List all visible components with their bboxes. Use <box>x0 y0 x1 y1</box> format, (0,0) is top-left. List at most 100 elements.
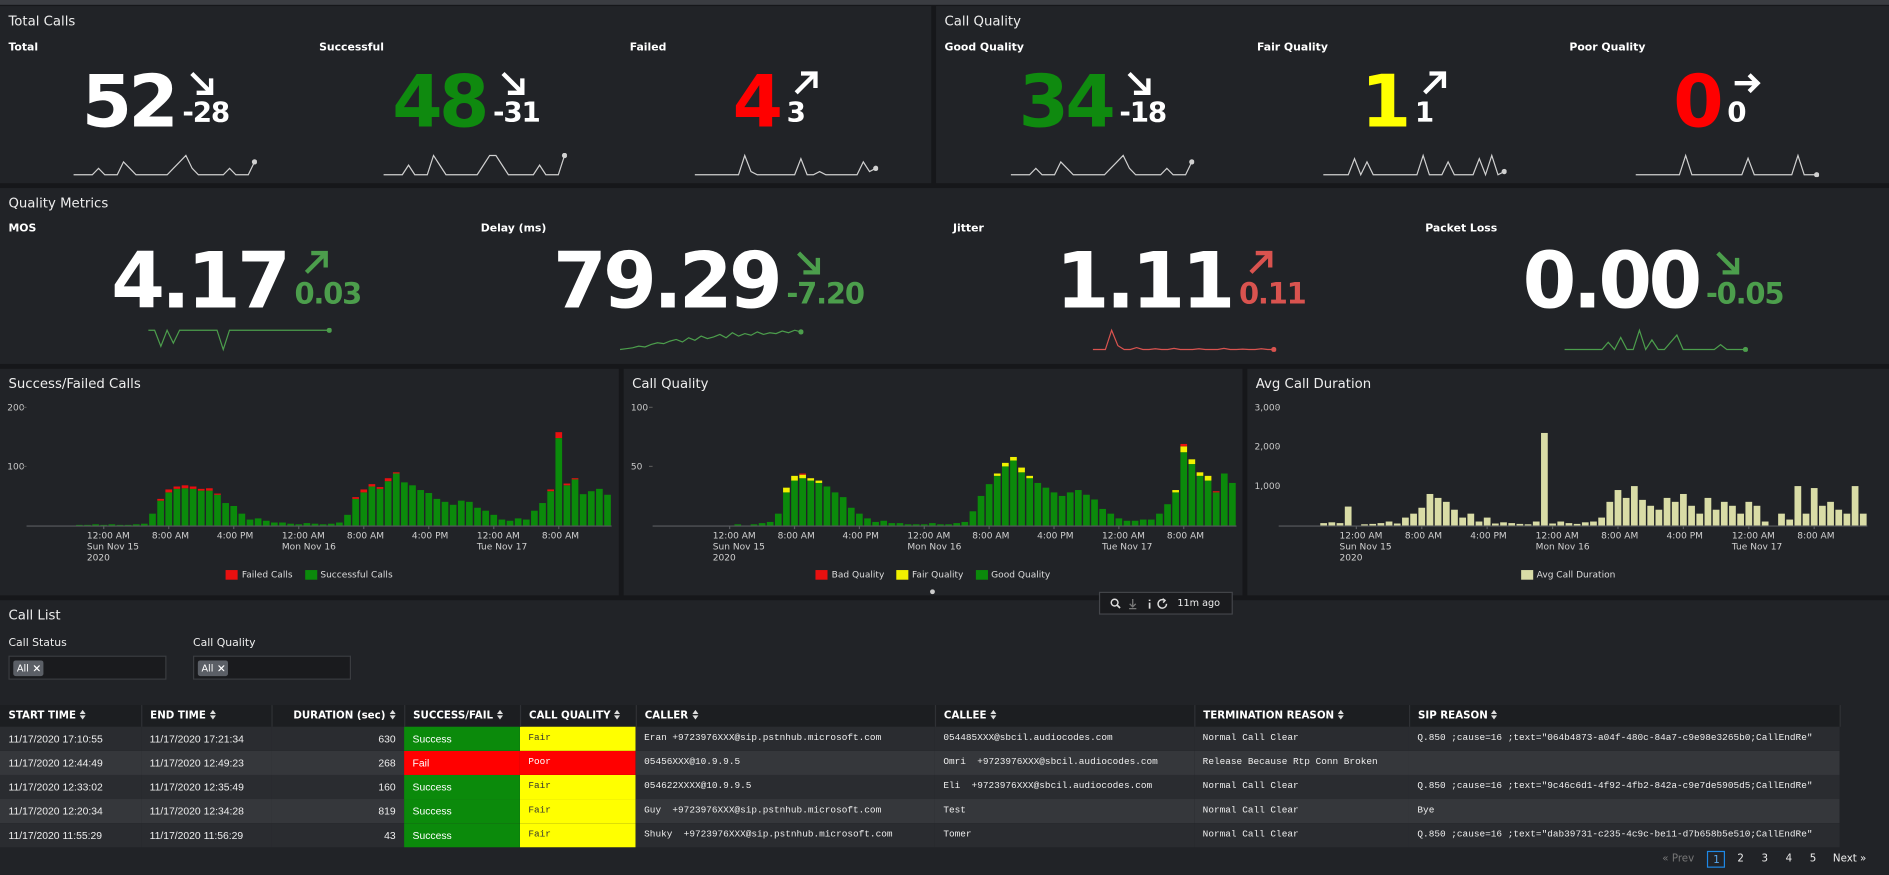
bar <box>1549 523 1556 526</box>
legend-label: Avg Call Duration <box>1536 568 1616 580</box>
panel-title: Success/Failed Calls <box>8 376 141 392</box>
page-number[interactable]: 2 <box>1737 853 1744 866</box>
stat-delta-block: -7.20 <box>786 248 865 311</box>
column-header[interactable]: SUCCESS/FAIL <box>404 705 521 727</box>
bar <box>1835 509 1843 526</box>
stat-value: 48 <box>392 60 489 145</box>
call-table: START TIME END TIME DURATION (sec) SUCCESS/… <box>0 705 1841 848</box>
filter-chip[interactable]: All <box>197 660 228 677</box>
page-next[interactable]: Next » <box>1832 853 1867 866</box>
bar <box>1859 513 1867 526</box>
legend-item: Successful Calls <box>304 569 393 580</box>
bar <box>912 524 920 526</box>
sparkline-line <box>148 328 330 352</box>
bar <box>214 493 221 495</box>
y-tick-label: 1,000 <box>1255 482 1281 492</box>
arrow-stroke <box>803 257 820 275</box>
bar <box>1050 492 1058 526</box>
legend: Failed Calls Successful Calls <box>0 569 619 580</box>
bar <box>920 524 928 526</box>
bar <box>1761 521 1769 526</box>
legend-item: Avg Call Duration <box>1520 568 1616 580</box>
table-cell: Tomer <box>934 823 1195 848</box>
bar <box>360 489 368 493</box>
column-header[interactable]: CALLEE <box>934 705 1195 727</box>
stat-group: 0.00 -0.05 <box>1417 243 1889 320</box>
bar <box>1099 508 1106 526</box>
bar <box>1565 523 1573 526</box>
bar <box>1091 499 1098 526</box>
table-cell: 11/17/2020 11:56:29 <box>141 823 272 848</box>
bar <box>165 489 173 493</box>
bar <box>506 520 514 526</box>
column-header[interactable]: START TIME <box>0 705 142 727</box>
page-prev[interactable]: « Prev <box>1662 853 1695 866</box>
sparkline-line <box>620 329 802 351</box>
column-header[interactable]: TERMINATION REASON <box>1194 705 1410 727</box>
column-header[interactable]: DURATION (sec) <box>271 705 405 727</box>
column-header[interactable]: SIP REASON <box>1408 705 1841 727</box>
panel-title: Total Calls <box>8 13 76 29</box>
page-number[interactable]: 1 <box>1707 850 1726 868</box>
legend: Avg Call Duration <box>1247 569 1889 580</box>
bar <box>522 519 530 526</box>
bar <box>563 485 571 526</box>
sort-arrows <box>79 709 86 720</box>
page-number[interactable]: 3 <box>1761 853 1769 866</box>
bar <box>1794 486 1802 526</box>
carousel-dot[interactable] <box>930 589 935 595</box>
bar <box>1369 523 1377 526</box>
bar <box>1002 462 1009 467</box>
bar <box>376 487 384 489</box>
bar <box>750 524 758 526</box>
bar <box>1843 513 1851 526</box>
bar <box>1475 521 1483 526</box>
header-row: START TIME END TIME DURATION (sec) SUCCESS/… <box>0 705 1841 727</box>
bar <box>783 492 790 526</box>
bar <box>1147 519 1155 526</box>
bar <box>149 513 156 526</box>
table-cell: 054485XXX@sbcil.audiocodes.com <box>934 726 1195 751</box>
bar <box>864 518 871 526</box>
bar <box>1630 486 1638 526</box>
bar <box>1581 522 1589 526</box>
bar <box>1172 492 1179 526</box>
sort-icon <box>1337 709 1344 720</box>
bar <box>1320 523 1328 526</box>
bar <box>214 494 221 526</box>
filter-input[interactable]: All <box>8 655 167 680</box>
column-header[interactable]: CALLER <box>635 705 936 727</box>
legend-item: Good Quality <box>975 569 1050 580</box>
x-tick-label: 4:00 PM <box>1037 530 1074 542</box>
table-cell: 05456XXX@10.9.9.5 <box>635 750 935 775</box>
bar <box>937 524 944 526</box>
bar <box>1590 521 1597 526</box>
column-header[interactable]: END TIME <box>141 705 273 727</box>
search-icon <box>1110 597 1119 607</box>
legend-label: Good Quality <box>991 568 1051 580</box>
bar <box>847 507 855 526</box>
stat-delta: -7.20 <box>786 277 865 311</box>
bar <box>124 524 132 526</box>
stat-label: Fair Quality <box>1256 42 1328 55</box>
page-number[interactable]: 5 <box>1809 853 1817 866</box>
bar <box>969 511 977 526</box>
column-header[interactable]: CALL QUALITY <box>519 705 637 727</box>
bar <box>1696 513 1704 526</box>
bar <box>1204 480 1212 526</box>
bar <box>1123 520 1131 526</box>
page-number[interactable]: 4 <box>1785 853 1793 866</box>
bar <box>1229 482 1236 526</box>
legend: Bad Quality Fair Quality Good Quality <box>624 569 1243 580</box>
y-tick-label: 2,000 <box>1255 443 1281 453</box>
bar <box>230 505 238 526</box>
bar <box>311 523 319 526</box>
bar <box>401 482 408 526</box>
bar <box>384 481 392 526</box>
column-header-text: START TIME <box>8 709 76 722</box>
column-header-text: SUCCESS/FAIL <box>413 709 494 722</box>
filter-chip[interactable]: All <box>13 660 44 677</box>
bar <box>1018 467 1025 473</box>
filter-input[interactable]: All <box>193 655 352 680</box>
stat-group: 48 -31 <box>311 66 622 138</box>
